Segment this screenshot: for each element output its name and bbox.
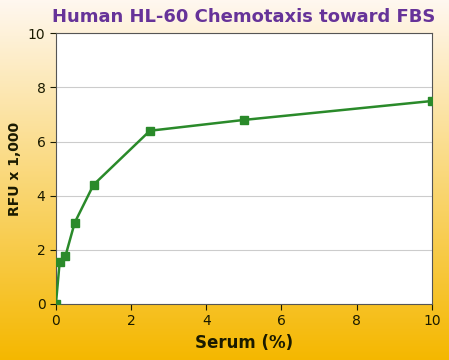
Y-axis label: RFU x 1,000: RFU x 1,000 bbox=[9, 122, 22, 216]
Title: Human HL-60 Chemotaxis toward FBS: Human HL-60 Chemotaxis toward FBS bbox=[52, 8, 436, 26]
X-axis label: Serum (%): Serum (%) bbox=[195, 334, 293, 352]
